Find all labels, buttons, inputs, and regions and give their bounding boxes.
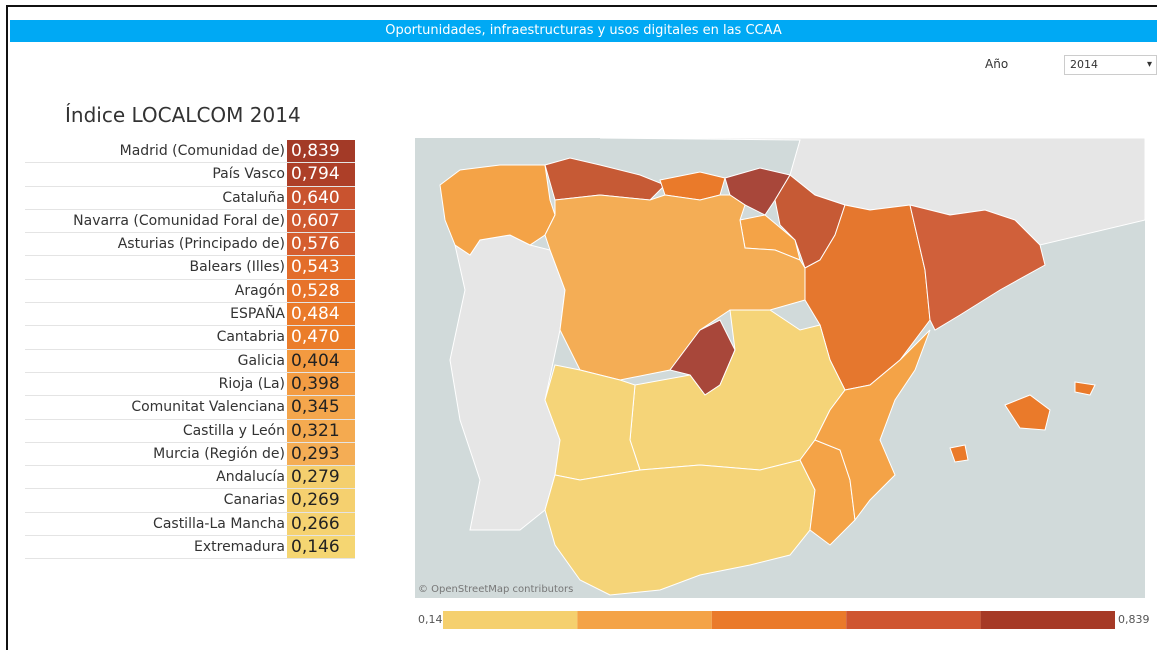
index-value: 0,321	[287, 419, 355, 442]
region-name: Canarias	[223, 492, 285, 509]
legend-min: 0,146	[418, 613, 450, 626]
map-attribution: © OpenStreetMap contributors	[418, 584, 573, 595]
region-name: Rioja (La)	[218, 375, 285, 392]
region-name: Comunitat Valenciana	[131, 399, 285, 416]
legend-step	[846, 611, 981, 629]
index-value: 0,345	[287, 396, 355, 419]
region-name: Cantabria	[216, 329, 285, 346]
cataluna	[909, 204, 1046, 331]
legend-step	[711, 611, 847, 629]
region-name: Castilla y León	[182, 422, 285, 439]
table-row: Cataluña 0,640	[25, 186, 355, 210]
index-value: 0,404	[287, 349, 355, 372]
region-name: Castilla-La Mancha	[153, 515, 285, 532]
index-value: 0,528	[287, 279, 355, 303]
region-name: Extremadura	[194, 539, 285, 556]
table-row: Rioja (La) 0,398	[25, 372, 355, 397]
table-row: Extremadura 0,146	[25, 536, 355, 560]
table-row: Canarias 0,269	[25, 489, 355, 513]
table-row: Balears (Illes) 0,543	[25, 256, 355, 280]
region-name: Galicia	[237, 352, 285, 369]
index-value: 0,279	[287, 466, 355, 489]
region-name: Navarra (Comunidad Foral de)	[73, 212, 285, 229]
regions	[439, 157, 1096, 596]
index-value: 0,484	[287, 303, 355, 326]
table-row: País Vasco 0,794	[25, 163, 355, 187]
panel-title: Índice LOCALCOM 2014	[65, 103, 301, 127]
index-value: 0,266	[287, 512, 355, 536]
legend-step	[577, 611, 712, 629]
table-row: Murcia (Región de) 0,293	[25, 442, 355, 467]
region-name: Andalucía	[216, 469, 285, 486]
region-name: ESPAÑA	[230, 306, 285, 323]
legend-step	[980, 611, 1115, 629]
region-name: Balears (Illes)	[189, 259, 285, 276]
index-value: 0,398	[287, 372, 355, 396]
extremadura	[544, 364, 641, 481]
filter-label: Año	[985, 57, 1009, 71]
ranking-table: Madrid (Comunidad de) 0,839 País Vasco 0,79…	[25, 140, 355, 560]
dashboard-title: Oportunidades, infraestructuras y usos d…	[10, 20, 1157, 42]
legend-max: 0,839	[1118, 613, 1150, 626]
andalucia	[544, 459, 816, 596]
year-dropdown[interactable]: 2014	[1064, 55, 1157, 75]
table-row: Andalucía 0,279	[25, 466, 355, 490]
index-value: 0,794	[287, 163, 355, 186]
index-value: 0,470	[287, 326, 355, 349]
region-name: País Vasco	[212, 166, 285, 183]
ibiza	[949, 444, 969, 463]
table-row: Comunitat Valenciana 0,345	[25, 396, 355, 420]
table-row: Cantabria 0,470	[25, 326, 355, 350]
index-value: 0,640	[287, 186, 355, 209]
index-value: 0,839	[287, 140, 355, 163]
index-value: 0,576	[287, 233, 355, 256]
table-row: Castilla y León 0,321	[25, 419, 355, 443]
mallorca	[1004, 394, 1051, 431]
region-name: Aragón	[234, 282, 285, 299]
index-value: 0,293	[287, 442, 355, 466]
frame	[6, 5, 1157, 650]
valencia	[814, 329, 931, 522]
region-name: Madrid (Comunidad de)	[119, 143, 285, 159]
table-row: Aragón 0,528	[25, 279, 355, 304]
table-row: Navarra (Comunidad Foral de) 0,607	[25, 209, 355, 234]
region-name: Asturias (Principado de)	[117, 236, 285, 253]
table-row: Asturias (Principado de) 0,576	[25, 233, 355, 257]
region-name: Cataluña	[222, 189, 285, 206]
index-value: 0,146	[287, 536, 355, 559]
table-row: Castilla-La Mancha 0,266	[25, 512, 355, 537]
table-row: ESPAÑA 0,484	[25, 303, 355, 327]
legend-bar	[443, 611, 1115, 629]
table-row: Galicia 0,404	[25, 349, 355, 373]
table-row: Madrid (Comunidad de) 0,839	[25, 140, 355, 164]
galicia	[439, 164, 556, 256]
index-value: 0,269	[287, 489, 355, 512]
map: © OpenStreetMap contributors	[415, 138, 1145, 598]
castilla-leon	[544, 194, 806, 381]
index-value: 0,607	[287, 209, 355, 233]
region-name: Murcia (Región de)	[153, 445, 285, 462]
index-value: 0,543	[287, 256, 355, 279]
menorca	[1074, 381, 1096, 396]
legend-step	[443, 611, 578, 629]
